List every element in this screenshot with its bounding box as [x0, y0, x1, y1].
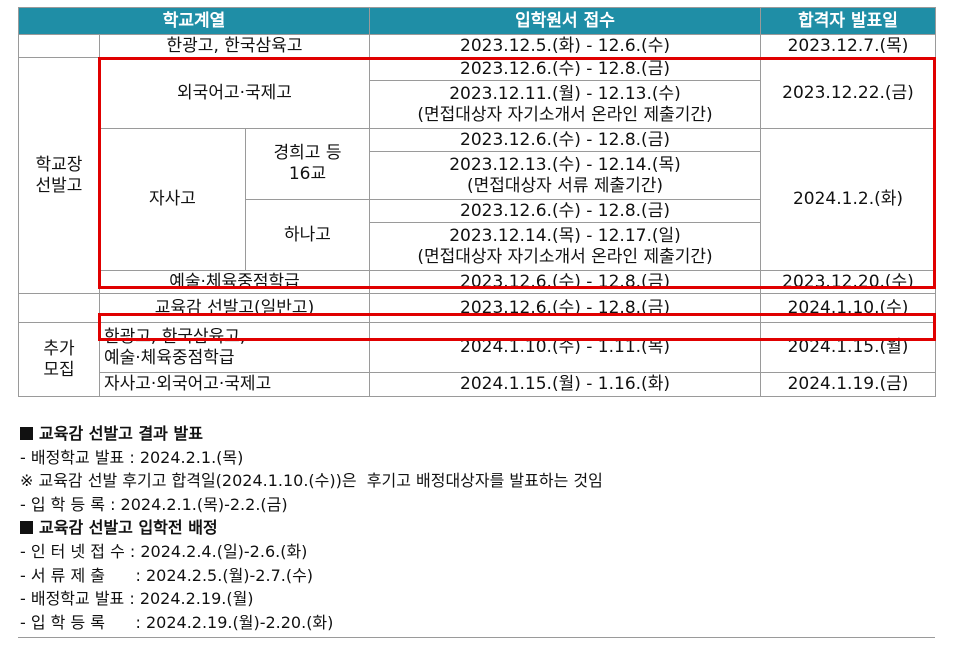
school-name-cell: 외국어고·국제고 — [99, 57, 370, 129]
school-name-line: 한광고, 한국삼육고, — [104, 326, 246, 347]
school-name-cell: 자사고·외국어고·국제고 — [99, 372, 370, 397]
school-name-cell: 한광고, 한국삼육고 — [99, 34, 370, 58]
admission-schedule-table: 학교계열 입학원서 접수 합격자 발표일 한광고, 한국삼육고 2023.12.… — [18, 7, 936, 397]
notes-heading-text: 교육감 선발고 결과 발표 — [39, 424, 203, 443]
apply-period-cell: 2023.12.6.(수) - 12.8.(금) — [369, 128, 761, 152]
empty-cell — [18, 293, 100, 323]
bottom-divider — [18, 637, 935, 638]
apply-period-cell: 2023.12.6.(수) - 12.8.(금) — [369, 270, 761, 294]
result-date-cell: 2024.1.15.(월) — [760, 322, 936, 373]
table-row: 추가 모집 한광고, 한국삼육고, 예술·체육중점학급 2024.1.10.(수… — [18, 322, 936, 397]
square-bullet-icon — [20, 521, 33, 535]
apply-period-dates: 2023.12.11.(월) - 12.13.(수) — [449, 83, 681, 104]
table-row: 예술·체육중점학급 2023.12.6.(수) - 12.8.(금) 2023.… — [19, 270, 936, 294]
result-date-cell: 2024.1.10.(수) — [760, 293, 936, 323]
notes-heading-text: 교육감 선발고 입학전 배정 — [39, 518, 218, 538]
header-result-date: 합격자 발표일 — [760, 7, 936, 35]
result-date-cell: 2023.12.20.(수) — [760, 270, 936, 294]
group-label-additional: 추가 모집 — [18, 322, 100, 397]
apply-period-note: (면접대상자 자기소개서 온라인 제출기간) — [417, 246, 713, 267]
square-bullet-icon — [20, 427, 33, 440]
apply-period-cell: 2023.12.6.(수) - 12.8.(금) — [369, 199, 761, 223]
table-row: 2023.12.14.(목) - 12.17.(일) (면접대상자 자기소개서 … — [19, 222, 936, 271]
header-application-period: 입학원서 접수 — [369, 7, 761, 35]
notes-line: ※ 교육감 선발 후기고 합격일(2024.1.10.(수))은 후기고 배정대… — [20, 471, 603, 491]
empty-cell — [18, 34, 100, 58]
school-name-cell: 한광고, 한국삼육고, 예술·체육중점학급 — [99, 322, 370, 373]
apply-period-cell: 2024.1.10.(수) - 1.11.(목) — [369, 322, 761, 373]
school-name-line: 예술·체육중점학급 — [104, 347, 235, 368]
sub-school-cell: 하나고 — [245, 199, 370, 271]
result-date-cell: 2024.1.2.(화) — [760, 128, 936, 271]
table-row: 하나고 2023.12.6.(수) - 12.8.(금) — [19, 199, 936, 271]
sub-school-cell: 경희고 등 16교 — [245, 128, 370, 200]
notes-line: - 배정학교 발표 : 2024.2.1.(목) — [20, 447, 244, 467]
school-name-cell: 예술·체육중점학급 — [99, 270, 370, 294]
notes-line: - 서 류 제 출 : 2024.2.5.(월)-2.7.(수) — [20, 565, 314, 585]
result-date-cell: 2023.12.22.(금) — [760, 57, 936, 129]
apply-period-cell: 2023.12.13.(수) - 12.14.(목) (면접대상자 서류 제출기… — [369, 151, 761, 200]
school-name-cell: 교육감 선발고(일반고) — [99, 293, 370, 323]
notes-section: 교육감 선발고 결과 발표 - 배정학교 발표 : 2024.2.1.(목) ※… — [20, 422, 935, 634]
apply-period-dates: 2023.12.13.(수) - 12.14.(목) — [449, 154, 681, 175]
table-row: 학교장 선발고 외국어고·국제고 2023.12.6.(수) - 12.8.(금… — [18, 57, 936, 294]
apply-period-cell: 2024.1.15.(월) - 1.16.(화) — [369, 372, 761, 397]
apply-period-cell: 2023.12.5.(화) - 12.6.(수) — [369, 34, 761, 58]
notes-line: - 인 터 넷 접 수 : 2024.2.4.(일)-2.6.(화) — [20, 541, 308, 561]
school-name-cell: 자사고 — [99, 128, 246, 271]
notes-line: - 입 학 등 록 : 2024.2.19.(월)-2.20.(화) — [20, 612, 334, 632]
notes-line: - 입 학 등 록 : 2024.2.1.(목)-2.2.(금) — [20, 494, 288, 514]
apply-period-cell: 2023.12.6.(수) - 12.8.(금) — [369, 57, 761, 81]
table-row: 자사고 경희고 등 16교 2023.12.6.(수) - 12.8.(금) 2… — [19, 128, 936, 271]
header-school-type: 학교계열 — [18, 7, 370, 35]
apply-period-dates: 2023.12.14.(목) - 12.17.(일) — [449, 225, 681, 246]
table-row: 2023.12.13.(수) - 12.14.(목) (면접대상자 서류 제출기… — [19, 151, 936, 200]
apply-period-note: (면접대상자 서류 제출기간) — [466, 175, 664, 196]
table-row: 자사고·외국어고·국제고 2024.1.15.(월) - 1.16.(화) 20… — [19, 372, 936, 397]
group-label-principal: 학교장 선발고 — [18, 57, 100, 294]
result-date-cell: 2024.1.19.(금) — [760, 372, 936, 397]
result-date-cell: 2023.12.7.(목) — [760, 34, 936, 58]
table-row: 교육감 선발고(일반고) 2023.12.6.(수) - 12.8.(금) 20… — [18, 293, 936, 323]
apply-period-cell: 2023.12.11.(월) - 12.13.(수) (면접대상자 자기소개서 … — [369, 80, 761, 129]
apply-period-cell: 2023.12.14.(목) - 12.17.(일) (면접대상자 자기소개서 … — [369, 222, 761, 271]
notes-heading: 교육감 선발고 결과 발표 — [20, 422, 935, 446]
apply-period-cell: 2023.12.6.(수) - 12.8.(금) — [369, 293, 761, 323]
table-row: 한광고, 한국삼육고 2023.12.5.(화) - 12.6.(수) 2023… — [18, 34, 936, 58]
notes-line: - 배정학교 발표 : 2024.2.19.(월) — [20, 589, 254, 609]
apply-period-note: (면접대상자 자기소개서 온라인 제출기간) — [417, 104, 713, 125]
table-row: 2023.12.11.(월) - 12.13.(수) (면접대상자 자기소개서 … — [19, 80, 936, 129]
notes-heading: 교육감 선발고 입학전 배정 — [20, 516, 935, 540]
